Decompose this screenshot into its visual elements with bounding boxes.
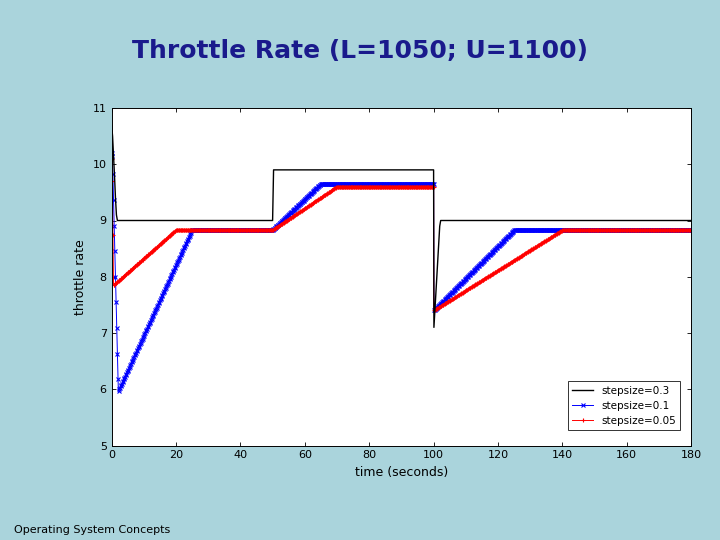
stepsize=0.05	[690, 227, 698, 233]
Line: stepsize=0.3: stepsize=0.3	[112, 125, 694, 327]
stepsize=0.05	[621, 227, 630, 233]
stepsize=0.3	[107, 122, 116, 128]
stepsize=0.3	[690, 217, 698, 224]
stepsize=0.3	[648, 217, 657, 224]
stepsize=0.05	[582, 227, 591, 233]
stepsize=0.1	[107, 147, 116, 153]
stepsize=0.1	[606, 227, 614, 233]
stepsize=0.05	[107, 156, 116, 162]
stepsize=0.3	[676, 217, 685, 224]
stepsize=0.05	[279, 220, 287, 226]
stepsize=0.1	[603, 227, 612, 233]
stepsize=0.1	[469, 267, 478, 274]
stepsize=0.05	[429, 307, 438, 314]
stepsize=0.1	[114, 388, 122, 395]
Line: stepsize=0.1: stepsize=0.1	[109, 148, 696, 394]
stepsize=0.3	[278, 167, 287, 173]
stepsize=0.05	[182, 227, 191, 233]
stepsize=0.1	[649, 227, 658, 233]
stepsize=0.3	[430, 324, 438, 330]
stepsize=0.3	[538, 217, 546, 224]
Line: stepsize=0.05: stepsize=0.05	[109, 156, 697, 313]
stepsize=0.1	[495, 241, 504, 248]
Text: Throttle Rate (L=1050; U=1100): Throttle Rate (L=1050; U=1100)	[132, 39, 588, 63]
X-axis label: time (seconds): time (seconds)	[355, 466, 448, 479]
stepsize=0.1	[302, 194, 311, 201]
Y-axis label: throttle rate: throttle rate	[74, 239, 87, 315]
stepsize=0.3	[207, 217, 215, 224]
Text: Operating System Concepts: Operating System Concepts	[14, 524, 171, 535]
stepsize=0.1	[690, 227, 698, 233]
stepsize=0.05	[336, 184, 344, 190]
stepsize=0.3	[597, 217, 606, 224]
Legend: stepsize=0.3, stepsize=0.1, stepsize=0.05: stepsize=0.3, stepsize=0.1, stepsize=0.0…	[568, 381, 680, 430]
stepsize=0.05	[682, 227, 690, 233]
stepsize=0.1	[107, 150, 116, 156]
